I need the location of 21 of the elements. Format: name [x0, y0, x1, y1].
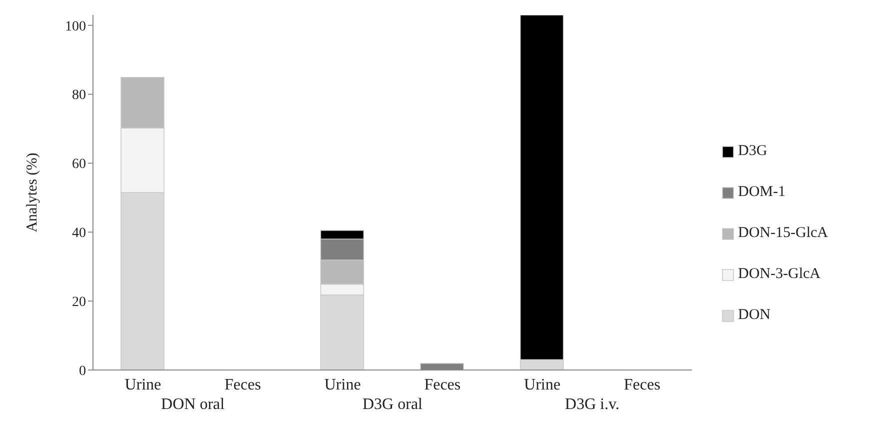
- x-tick-label: Urine: [524, 376, 560, 394]
- text: D3G i.v.: [564, 396, 620, 414]
- y-tick-label: 40: [72, 226, 86, 242]
- legend-label: DON: [738, 307, 770, 324]
- x-tick-label: Urine: [124, 376, 162, 394]
- legend-label: DON-15-GlcA: [738, 225, 828, 242]
- y-tick-label: 80: [72, 88, 86, 104]
- x-tick-label: Urine: [324, 376, 361, 394]
- x-tick-label: Feces: [624, 376, 660, 394]
- text: DON oral: [160, 396, 226, 414]
- legend-label: DON-3-GlcA: [738, 266, 820, 283]
- y-tick-label: 20: [72, 295, 86, 310]
- y-tick-label: 0: [79, 364, 86, 379]
- y-tick-label: 100: [65, 19, 86, 34]
- y-axis-title: Analytes (%): [24, 152, 40, 232]
- x-tick-label: Feces: [424, 376, 461, 394]
- y-tick-label: 60: [72, 157, 86, 172]
- legend-label: DOM-1: [738, 184, 786, 201]
- text: D3G oral: [362, 396, 424, 414]
- legend-label: D3G: [738, 143, 768, 160]
- x-tick-label: Feces: [224, 376, 261, 394]
